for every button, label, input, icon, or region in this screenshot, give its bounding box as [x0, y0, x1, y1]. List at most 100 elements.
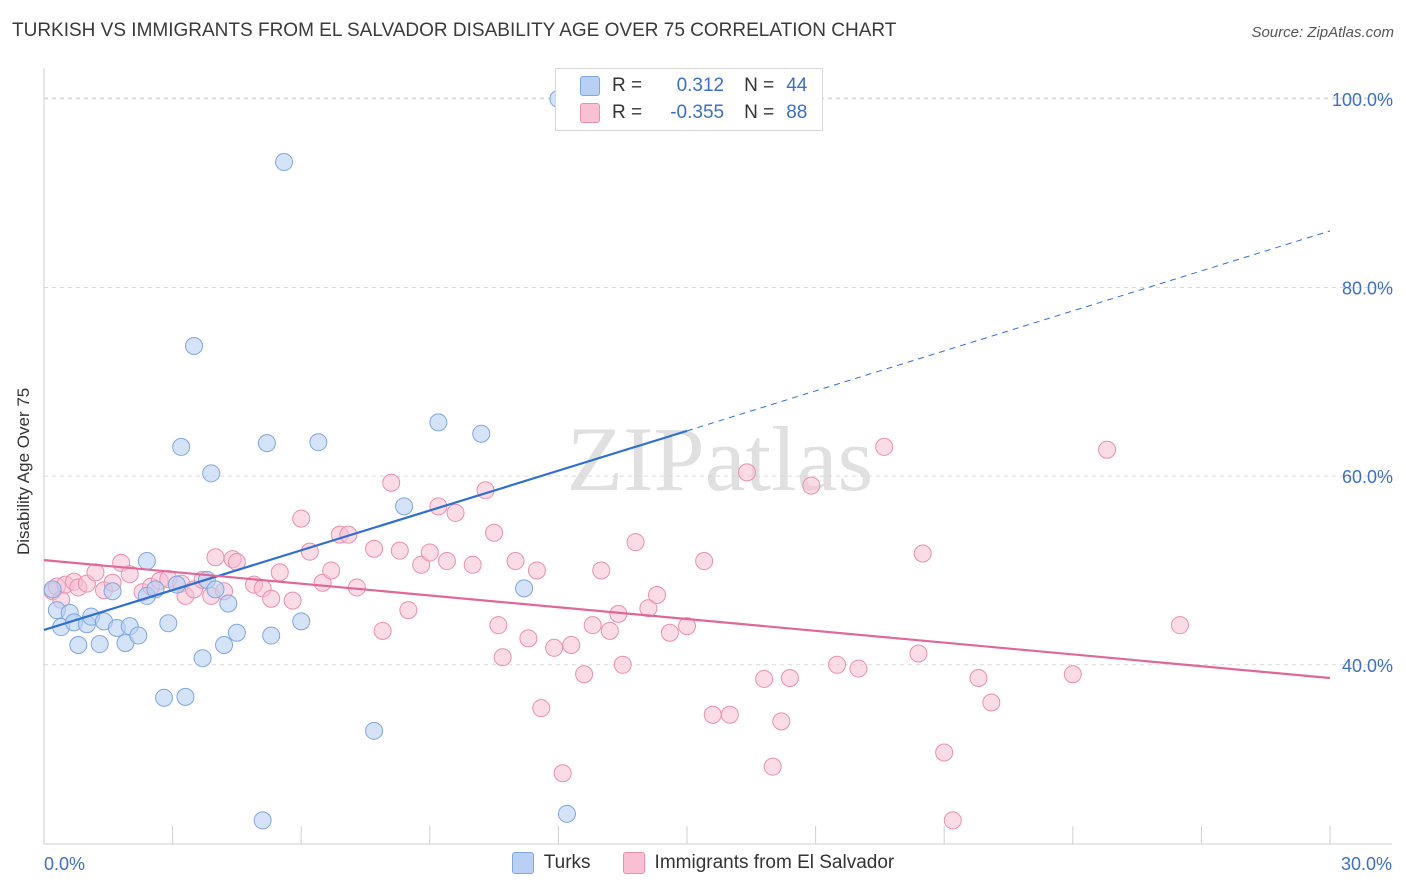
salvador-r-label: R = — [612, 102, 643, 123]
salvador-legend-swatch — [622, 852, 645, 874]
salvador-swatch — [580, 103, 600, 123]
turks-n-value: 44 — [786, 75, 808, 96]
point-el-salvador — [802, 476, 821, 495]
point-el-salvador — [738, 463, 757, 482]
point-el-salvador — [506, 552, 525, 571]
point-el-salvador — [592, 561, 611, 580]
point-turks — [137, 552, 156, 571]
point-el-salvador — [982, 693, 1001, 712]
point-el-salvador — [660, 623, 679, 642]
point-turks — [215, 635, 234, 654]
point-el-salvador — [322, 561, 341, 580]
trend-line-turks — [43, 429, 688, 631]
trend-layer — [43, 230, 1331, 680]
point-el-salvador — [626, 533, 645, 552]
point-el-salvador — [553, 764, 572, 783]
point-el-salvador — [875, 437, 894, 456]
point-turks — [395, 497, 414, 516]
turks-legend-label: Turks — [543, 852, 591, 873]
point-el-salvador — [969, 668, 988, 687]
point-el-salvador — [262, 589, 281, 608]
point-turks — [202, 464, 221, 483]
point-el-salvador — [849, 659, 868, 678]
point-el-salvador — [583, 616, 602, 635]
watermark: ZIPatlas — [567, 408, 874, 510]
point-el-salvador — [519, 629, 538, 648]
point-turks — [206, 580, 225, 599]
point-turks — [292, 612, 311, 631]
axis-layer — [43, 68, 1392, 845]
point-turks — [365, 721, 384, 740]
point-el-salvador — [647, 585, 666, 604]
y-tick-label: 40.0% — [1342, 656, 1393, 676]
point-el-salvador — [935, 743, 954, 762]
point-el-salvador — [489, 616, 508, 635]
point-el-salvador — [532, 699, 551, 718]
point-el-salvador — [283, 591, 302, 610]
y-tick-label: 100.0% — [1332, 90, 1393, 110]
point-el-salvador — [720, 705, 739, 724]
trend-line-el-salvador — [43, 558, 1331, 680]
y-tick-label: 80.0% — [1342, 279, 1393, 299]
y-axis-label: Disability Age Over 75 — [14, 387, 33, 555]
point-el-salvador — [913, 544, 932, 563]
trend-line-turks-extension — [686, 230, 1331, 432]
point-el-salvador — [1098, 440, 1117, 459]
legend-item-salvador[interactable]: Immigrants from El Salvador — [622, 852, 895, 874]
turks-swatch — [580, 76, 600, 96]
legend-row-salvador: R = -0.355 N = 88 — [580, 102, 808, 124]
salvador-r-value: -0.355 — [670, 102, 725, 123]
correlation-legend: R = 0.312 N = 44 R = -0.355 N = 88 — [555, 68, 823, 131]
point-el-salvador — [120, 565, 139, 584]
point-el-salvador — [390, 541, 409, 560]
point-turks — [159, 614, 178, 633]
point-el-salvador — [772, 712, 791, 731]
point-el-salvador — [206, 548, 225, 567]
point-turks — [155, 688, 174, 707]
point-el-salvador — [545, 638, 564, 657]
chart-title: TURKISH VS IMMIGRANTS FROM EL SALVADOR D… — [12, 20, 897, 41]
point-turks — [193, 649, 212, 668]
bottom-legend: Turks Immigrants from El Salvador — [0, 852, 1406, 874]
point-el-salvador — [780, 668, 799, 687]
turks-n-label: N = — [744, 75, 775, 96]
point-turks — [69, 635, 88, 654]
point-turks — [253, 811, 272, 830]
point-el-salvador — [600, 621, 619, 640]
point-el-salvador — [446, 503, 465, 522]
point-el-salvador — [437, 552, 456, 571]
salvador-n-label: N = — [744, 102, 775, 123]
point-el-salvador — [678, 617, 696, 636]
turks-r-label: R = — [612, 75, 643, 96]
salvador-n-value: 88 — [786, 102, 808, 123]
point-el-salvador — [493, 648, 512, 667]
point-el-salvador — [1170, 616, 1189, 635]
point-turks — [472, 424, 491, 443]
point-el-salvador — [613, 655, 632, 674]
point-turks — [557, 804, 576, 823]
point-el-salvador — [412, 555, 431, 574]
legend-row-turks: R = 0.312 N = 44 — [580, 75, 808, 97]
point-turks — [43, 580, 62, 599]
point-turks — [429, 413, 448, 432]
y-tick-label: 60.0% — [1342, 467, 1393, 487]
point-turks — [515, 579, 534, 598]
point-el-salvador — [399, 601, 418, 620]
point-el-salvador — [695, 552, 714, 571]
point-el-salvador — [382, 473, 401, 492]
source-label: Source: ZipAtlas.com — [1251, 24, 1394, 41]
point-el-salvador — [1063, 665, 1082, 684]
point-el-salvador — [527, 561, 546, 580]
x-tick-label: 0.0% — [44, 854, 85, 874]
point-turks — [172, 437, 191, 456]
point-turks — [129, 626, 148, 645]
point-el-salvador — [703, 705, 722, 724]
point-el-salvador — [463, 555, 482, 574]
turks-legend-swatch — [511, 852, 534, 874]
points-layer — [43, 89, 1189, 830]
salvador-legend-label: Immigrants from El Salvador — [654, 852, 895, 873]
point-turks — [219, 594, 238, 613]
point-turks — [167, 575, 186, 594]
legend-item-turks[interactable]: Turks — [511, 852, 591, 874]
